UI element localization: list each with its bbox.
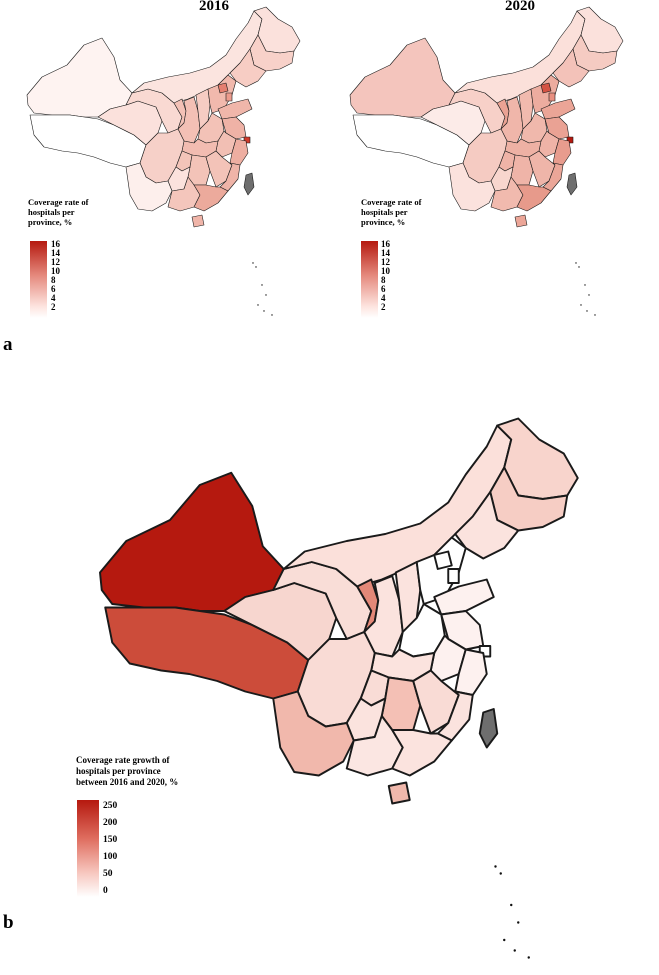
legend-tick: 2 [381,302,386,312]
legend-title-2016: Coverage rate of hospitals per province,… [28,197,88,227]
legend-tick: 250 [103,801,118,811]
legend-tick: 0 [103,886,108,896]
province-liaoning [552,48,590,88]
province-beijing [433,550,453,570]
legend-title-line: province, % [361,217,406,227]
legend-title-line: Coverage rate growth of [76,755,170,765]
legend-tick: 16 [381,239,390,249]
island-marker [527,956,530,959]
island-marker [255,266,257,268]
province-beijing [217,82,229,94]
province-taiwan [243,172,255,196]
legend-title-line: between 2016 and 2020, % [76,777,179,787]
map-growth [99,417,579,959]
island-marker [594,314,596,316]
legend-tick: 10 [381,266,390,276]
province-hainan [191,214,205,228]
legend-tick: 6 [381,284,386,294]
island-marker [588,294,590,296]
province-xinjiang [99,471,285,612]
province-liaoning [454,491,520,560]
island-marker [517,921,520,924]
province-inner-mongolia [131,10,263,104]
legend-ticks-2020: 16 14 12 10 8 6 4 2 [381,240,390,312]
island-marker [513,949,516,952]
legend-tick: 8 [51,275,56,285]
island-marker [271,314,273,316]
legend-tick: 4 [381,293,386,303]
legend-tick: 2 [51,302,56,312]
province-inner-mongolia [454,10,586,104]
panel-letter-a: a [3,334,13,355]
island-marker [510,903,513,907]
legend-ticks-2016: 16 14 12 10 8 6 4 2 [51,240,60,312]
map-title-2016: 2016 [199,0,229,14]
map-2020 [349,6,624,316]
province-beijing [540,82,552,94]
legend-tick: 14 [381,248,390,258]
legend-tick: 50 [103,869,113,879]
island-marker [494,865,497,868]
legend-tick: 150 [103,835,118,845]
legend-tick: 16 [51,239,60,249]
province-inner-mongolia [282,424,513,588]
legend-tick: 12 [51,257,60,267]
legend-title-2020: Coverage rate of hospitals per province,… [361,197,421,227]
island-marker [263,310,265,312]
legend-colorbar-2020 [361,241,378,318]
province-guangdong [193,184,229,212]
province-hainan [387,781,411,805]
legend-colorbar-2016 [30,241,47,318]
legend-tick: 6 [51,284,56,294]
legend-tick: 4 [51,293,56,303]
province-tianjin [548,92,556,102]
island-marker [503,938,506,942]
legend-title-line: province, % [28,217,73,227]
island-marker [261,284,263,286]
island-marker [586,310,588,312]
province-tianjin [447,568,460,584]
legend-title-growth: Coverage rate growth of hospitals per pr… [76,755,178,788]
legend-title-line: hospitals per [361,207,408,217]
island-marker [584,284,586,286]
province-xinjiang [26,37,133,118]
island-marker [578,266,580,268]
panel-letter-b: b [3,912,14,933]
province-guangdong [391,729,453,777]
map-2016 [26,6,301,316]
island-marker [252,262,254,264]
province-taiwan [566,172,578,196]
province-hainan [514,214,528,228]
legend-tick: 8 [381,275,386,285]
map-title-2020: 2020 [505,0,535,14]
legend-tick: 12 [381,257,390,267]
province-guangdong [516,184,552,212]
legend-title-line: hospitals per [28,207,75,217]
island-marker [265,294,267,296]
legend-ticks-growth: 250 200 150 100 50 0 [103,801,118,904]
legend-tick: 14 [51,248,60,258]
island-marker [575,262,577,264]
legend-colorbar-growth [77,800,99,897]
island-marker [580,304,582,306]
island-marker [499,872,502,875]
legend-title-line: Coverage rate of [28,197,89,207]
legend-tick: 100 [103,852,118,862]
legend-title-line: Coverage rate of [361,197,422,207]
legend-tick: 10 [51,266,60,276]
island-marker [257,304,259,306]
province-taiwan [478,708,499,749]
legend-tick: 200 [103,818,118,828]
province-tianjin [225,92,233,102]
province-liaoning [229,48,267,88]
legend-title-line: hospitals per province [76,766,161,776]
province-xinjiang [349,37,456,118]
